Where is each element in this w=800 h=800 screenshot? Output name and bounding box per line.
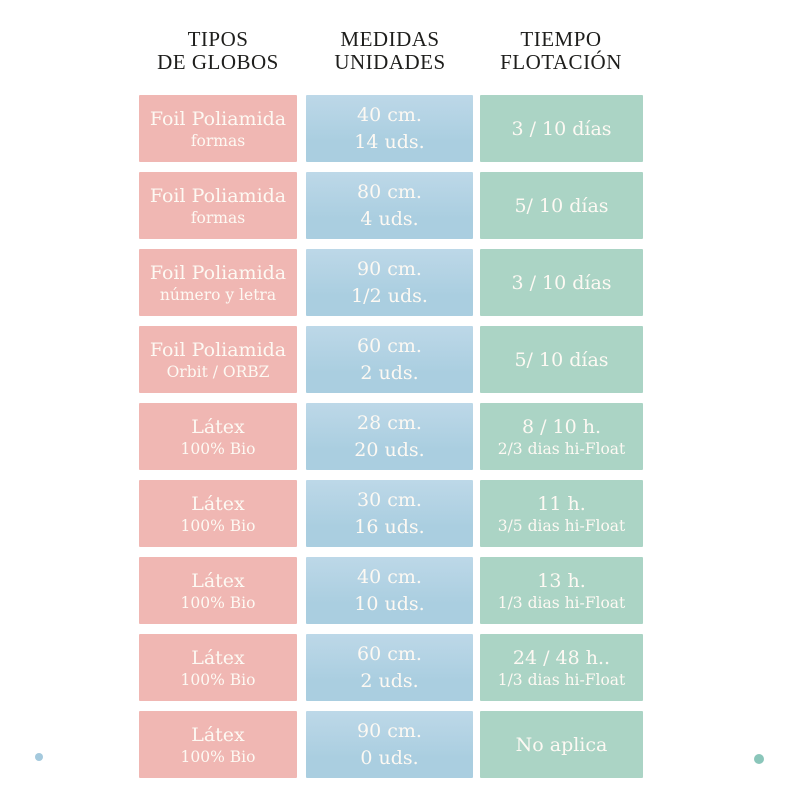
balloon-type-subtitle: 100% Bio bbox=[180, 670, 256, 689]
units-value: 2 uds. bbox=[360, 361, 419, 384]
measure-cell: 60 cm. 2 uds. bbox=[306, 326, 473, 393]
balloon-type-cell: Látex 100% Bio bbox=[139, 480, 297, 547]
balloon-type-cell: Foil Poliamida formas bbox=[139, 95, 297, 162]
header-line: FLOTACIÓN bbox=[500, 50, 622, 74]
float-time-value: 5/ 10 días bbox=[514, 348, 609, 371]
balloon-type-subtitle: 100% Bio bbox=[180, 516, 256, 535]
units-value: 4 uds. bbox=[360, 207, 419, 230]
balloon-type-subtitle: 100% Bio bbox=[180, 747, 256, 766]
float-time-cell: 11 h. 3/5 dias hi-Float bbox=[480, 480, 643, 547]
measure-cell: 90 cm. 0 uds. bbox=[306, 711, 473, 778]
float-time-note: 1/3 dias hi-Float bbox=[497, 670, 626, 689]
column-header-medidas: MEDIDAS UNIDADES bbox=[295, 28, 485, 74]
balloon-type-name: Látex bbox=[191, 415, 245, 438]
measure-cell: 60 cm. 2 uds. bbox=[306, 634, 473, 701]
size-value: 90 cm. bbox=[357, 257, 422, 280]
decor-dot-icon bbox=[754, 754, 764, 764]
size-value: 80 cm. bbox=[357, 180, 422, 203]
size-value: 60 cm. bbox=[357, 334, 422, 357]
units-value: 2 uds. bbox=[360, 669, 419, 692]
header-line: MEDIDAS bbox=[340, 27, 440, 51]
measure-cell: 40 cm. 14 uds. bbox=[306, 95, 473, 162]
table-row: Látex 100% Bio 28 cm. 20 uds. 8 / 10 h. … bbox=[139, 403, 643, 470]
size-value: 40 cm. bbox=[357, 565, 422, 588]
balloon-type-subtitle: 100% Bio bbox=[180, 439, 256, 458]
measure-cell: 90 cm. 1/2 uds. bbox=[306, 249, 473, 316]
column-header-tipos: TIPOS DE GLOBOS bbox=[123, 28, 313, 74]
float-time-cell: 3 / 10 días bbox=[480, 249, 643, 316]
table-row: Foil Poliamida Orbit / ORBZ 60 cm. 2 uds… bbox=[139, 326, 643, 393]
balloon-type-cell: Látex 100% Bio bbox=[139, 403, 297, 470]
balloon-type-name: Foil Poliamida bbox=[149, 107, 287, 130]
float-time-note: 2/3 dias hi-Float bbox=[497, 439, 626, 458]
units-value: 1/2 uds. bbox=[351, 284, 428, 307]
balloon-type-name: Látex bbox=[191, 646, 245, 669]
units-value: 0 uds. bbox=[360, 746, 419, 769]
balloon-type-name: Foil Poliamida bbox=[149, 184, 287, 207]
balloon-type-cell: Foil Poliamida Orbit / ORBZ bbox=[139, 326, 297, 393]
measure-cell: 30 cm. 16 uds. bbox=[306, 480, 473, 547]
float-time-value: 3 / 10 días bbox=[511, 117, 612, 140]
balloon-type-cell: Látex 100% Bio bbox=[139, 557, 297, 624]
header-line: TIPOS bbox=[187, 27, 249, 51]
float-time-cell: 13 h. 1/3 dias hi-Float bbox=[480, 557, 643, 624]
table-row: Foil Poliamida formas 40 cm. 14 uds. 3 /… bbox=[139, 95, 643, 162]
units-value: 16 uds. bbox=[354, 515, 425, 538]
measure-cell: 28 cm. 20 uds. bbox=[306, 403, 473, 470]
float-time-value: 24 / 48 h.. bbox=[512, 646, 611, 669]
balloon-type-name: Foil Poliamida bbox=[149, 261, 287, 284]
size-value: 28 cm. bbox=[357, 411, 422, 434]
float-time-value: 5/ 10 días bbox=[514, 194, 609, 217]
balloon-type-name: Látex bbox=[191, 723, 245, 746]
float-time-value: 8 / 10 h. bbox=[521, 415, 602, 438]
float-time-value: 13 h. bbox=[537, 569, 586, 592]
size-value: 90 cm. bbox=[357, 719, 422, 742]
table-row: Foil Poliamida formas 80 cm. 4 uds. 5/ 1… bbox=[139, 172, 643, 239]
table-row: Látex 100% Bio 90 cm. 0 uds. No aplica bbox=[139, 711, 643, 778]
float-time-cell: 5/ 10 días bbox=[480, 326, 643, 393]
balloon-type-name: Látex bbox=[191, 492, 245, 515]
units-value: 20 uds. bbox=[354, 438, 425, 461]
units-value: 14 uds. bbox=[354, 130, 425, 153]
float-time-cell: 3 / 10 días bbox=[480, 95, 643, 162]
float-time-value: 3 / 10 días bbox=[511, 271, 612, 294]
float-time-cell: 5/ 10 días bbox=[480, 172, 643, 239]
size-value: 60 cm. bbox=[357, 642, 422, 665]
units-value: 10 uds. bbox=[354, 592, 425, 615]
table-row: Látex 100% Bio 30 cm. 16 uds. 11 h. 3/5 … bbox=[139, 480, 643, 547]
balloon-type-subtitle: formas bbox=[190, 131, 246, 150]
table-row: Foil Poliamida número y letra 90 cm. 1/2… bbox=[139, 249, 643, 316]
balloon-type-cell: Foil Poliamida formas bbox=[139, 172, 297, 239]
balloon-type-subtitle: 100% Bio bbox=[180, 593, 256, 612]
size-value: 40 cm. bbox=[357, 103, 422, 126]
float-time-cell: 8 / 10 h. 2/3 dias hi-Float bbox=[480, 403, 643, 470]
balloon-type-name: Foil Poliamida bbox=[149, 338, 287, 361]
measure-cell: 40 cm. 10 uds. bbox=[306, 557, 473, 624]
balloon-type-subtitle: Orbit / ORBZ bbox=[166, 362, 270, 381]
table-row: Látex 100% Bio 60 cm. 2 uds. 24 / 48 h..… bbox=[139, 634, 643, 701]
header-line: TIEMPO bbox=[520, 27, 602, 51]
header-line: UNIDADES bbox=[334, 50, 446, 74]
float-time-value: No aplica bbox=[515, 733, 608, 756]
table-body: Foil Poliamida formas 40 cm. 14 uds. 3 /… bbox=[139, 95, 643, 778]
float-time-cell: 24 / 48 h.. 1/3 dias hi-Float bbox=[480, 634, 643, 701]
balloon-type-cell: Látex 100% Bio bbox=[139, 711, 297, 778]
balloon-type-cell: Látex 100% Bio bbox=[139, 634, 297, 701]
balloon-type-subtitle: número y letra bbox=[159, 285, 277, 304]
balloon-type-name: Látex bbox=[191, 569, 245, 592]
size-value: 30 cm. bbox=[357, 488, 422, 511]
float-time-note: 1/3 dias hi-Float bbox=[497, 593, 626, 612]
float-time-cell: No aplica bbox=[480, 711, 643, 778]
table-row: Látex 100% Bio 40 cm. 10 uds. 13 h. 1/3 … bbox=[139, 557, 643, 624]
balloon-type-cell: Foil Poliamida número y letra bbox=[139, 249, 297, 316]
float-time-value: 11 h. bbox=[537, 492, 586, 515]
balloon-type-subtitle: formas bbox=[190, 208, 246, 227]
decor-dot-icon bbox=[35, 753, 43, 761]
header-line: DE GLOBOS bbox=[157, 50, 279, 74]
float-time-note: 3/5 dias hi-Float bbox=[497, 516, 626, 535]
column-header-tiempo: TIEMPO FLOTACIÓN bbox=[466, 28, 656, 74]
measure-cell: 80 cm. 4 uds. bbox=[306, 172, 473, 239]
